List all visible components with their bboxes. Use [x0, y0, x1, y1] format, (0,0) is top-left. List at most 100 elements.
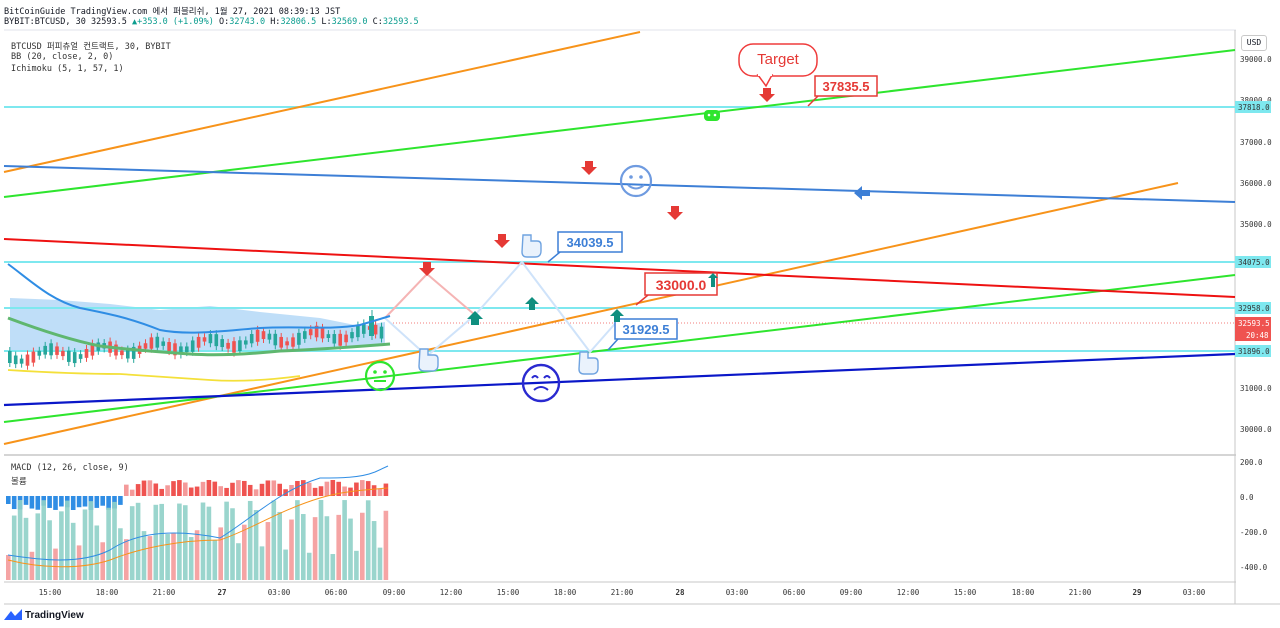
orange-channel-bottom[interactable] [3, 182, 1179, 445]
symbol-label: BYBIT:BTCUSD, 30 [4, 17, 86, 27]
macd-bar [360, 480, 365, 496]
candle [350, 328, 354, 343]
macd-bar [29, 496, 35, 509]
macd-bar [76, 496, 82, 508]
volume-bar [53, 548, 58, 580]
price-label-37835[interactable]: 37835.5 [807, 75, 878, 107]
time-axis[interactable]: 15:00 18:00 21:00 27 03:00 06:00 09:00 12:00 15:… [39, 588, 1206, 597]
macd-bar [265, 480, 271, 496]
price-label-31929[interactable]: 31929.5 [607, 318, 678, 351]
volume-bar [177, 503, 182, 580]
volume-bar [70, 522, 76, 580]
candle [13, 351, 18, 369]
time-tick: 09:00 [840, 588, 863, 597]
volume-bar [206, 506, 212, 580]
candle [37, 346, 42, 360]
tick-38000: 38000.0 [1240, 96, 1272, 105]
volume-bar [224, 501, 229, 580]
volume-bar [106, 507, 111, 580]
volume-bar [194, 530, 200, 580]
volume-bar [371, 521, 377, 580]
volume-bar [342, 500, 347, 580]
bb-basis [7, 316, 391, 357]
red-trendline[interactable] [3, 238, 1236, 298]
time-tick: 15:00 [39, 588, 62, 597]
candle [55, 342, 59, 359]
currency-button[interactable]: USD [1241, 35, 1267, 51]
tag-34075: 34075.0 [1238, 258, 1270, 267]
candle [249, 330, 254, 348]
candle [155, 332, 160, 352]
candle [78, 350, 83, 363]
time-tick: 15:00 [954, 588, 977, 597]
tick-31000: 31000.0 [1240, 384, 1272, 393]
macd-tick-200: 200.0 [1240, 458, 1263, 467]
candle [196, 332, 201, 352]
macd-bar [377, 488, 383, 496]
time-tick: 21:00 [1069, 588, 1092, 597]
volume-bar [147, 536, 153, 580]
candle [261, 327, 266, 344]
volume-bar [253, 510, 259, 580]
volume-bar [41, 500, 46, 580]
close-value: 32593.5 [382, 17, 419, 27]
macd-bar [295, 480, 300, 496]
price-label-34039[interactable]: 34039.5 [547, 231, 623, 263]
price-label-31929-text: 31929.5 [623, 322, 670, 337]
price-axis[interactable]: 39000.0 38000.0 37000.0 36000.0 35000.0 … [1235, 55, 1272, 434]
volume-bar [29, 551, 35, 580]
orange-channel-top[interactable] [3, 31, 641, 173]
candle [190, 336, 195, 356]
blue-trendline[interactable] [3, 165, 1236, 203]
macd-bar [365, 481, 371, 496]
volume-bar [212, 540, 218, 580]
tag-countdown: 20:48 [1246, 331, 1269, 340]
macd-bar [324, 481, 330, 496]
tradingview-logo[interactable]: TradingView [4, 609, 84, 621]
time-tick: 03:00 [268, 588, 291, 597]
macd-bar [59, 496, 64, 507]
volume-bar [153, 504, 159, 580]
green-channel-top[interactable] [3, 49, 1236, 198]
macd-bar [236, 480, 241, 496]
candle [369, 310, 374, 340]
candle [131, 342, 136, 363]
macd-bar [342, 486, 347, 496]
volume-bar [242, 524, 247, 580]
volume-bar [365, 500, 371, 580]
volume-bar [76, 545, 82, 580]
candle [31, 347, 36, 367]
navy-trendline[interactable] [3, 352, 1236, 407]
volume-bar [17, 500, 23, 580]
time-tick: 18:00 [1012, 588, 1035, 597]
volume-bar [141, 531, 147, 580]
volume-bar [295, 500, 300, 580]
candle [173, 339, 177, 360]
macd-bar [259, 483, 265, 496]
time-tick: 12:00 [897, 588, 920, 597]
candle [379, 322, 384, 343]
macd-bar [283, 489, 288, 496]
macd-bar [82, 496, 88, 507]
candle [344, 330, 348, 347]
projection-path-red [384, 272, 476, 319]
bb-lower [7, 369, 301, 382]
bb-legend[interactable]: BB (20, close, 2, 0) [11, 52, 114, 62]
candle [326, 330, 331, 343]
volume-legend[interactable]: 볼륨 [11, 477, 27, 487]
volume-bar [247, 500, 253, 580]
macd-bar [165, 485, 170, 496]
time-tick: 27 [217, 588, 226, 597]
time-tick: 21:00 [153, 588, 176, 597]
macd-bar [200, 481, 206, 496]
time-tick: 18:00 [554, 588, 577, 597]
price-label-33000[interactable]: 33000.0 [635, 272, 718, 306]
volume-bar [312, 517, 318, 580]
macd-axis[interactable]: 200.0 0.0 -200.0 -400.0 [1240, 458, 1268, 572]
target-text: Target [757, 51, 800, 68]
macd-legend[interactable]: MACD (12, 26, close, 9) [11, 463, 129, 473]
ichimoku-legend[interactable]: Ichimoku (5, 1, 57, 1) [11, 64, 124, 74]
open-label: O: [218, 17, 230, 27]
target-callout[interactable]: Target [738, 43, 818, 88]
